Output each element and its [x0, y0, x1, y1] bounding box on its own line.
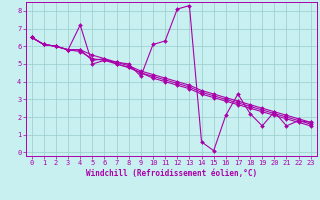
X-axis label: Windchill (Refroidissement éolien,°C): Windchill (Refroidissement éolien,°C): [86, 169, 257, 178]
